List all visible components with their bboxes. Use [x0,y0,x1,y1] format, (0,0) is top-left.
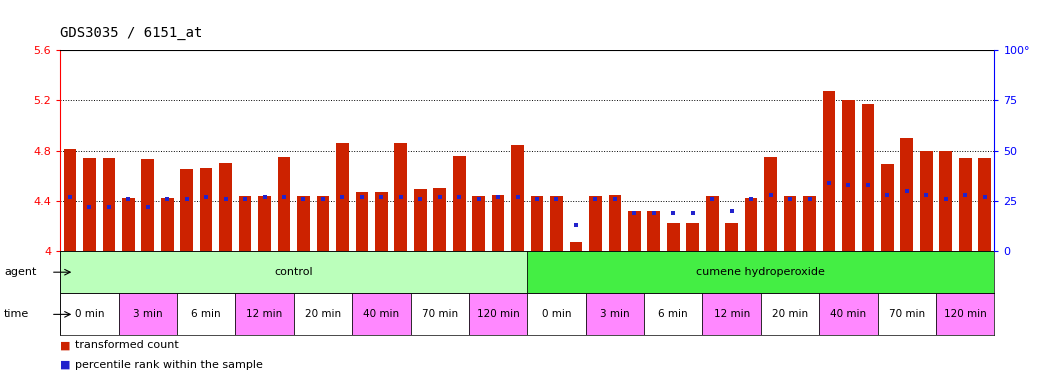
Text: 0 min: 0 min [542,310,571,319]
Bar [527,293,585,336]
Text: 3 min: 3 min [600,310,630,319]
Text: control: control [274,267,313,277]
Bar [703,293,761,336]
Text: 6 min: 6 min [658,310,688,319]
Bar [317,196,329,251]
Text: 3 min: 3 min [133,310,163,319]
Text: time: time [4,310,29,319]
Bar [608,195,621,251]
Bar [258,196,271,251]
Bar [472,196,485,251]
Bar [118,293,176,336]
Bar [60,251,527,293]
Bar [278,157,291,251]
Bar [761,293,819,336]
Bar [585,293,644,336]
Text: 70 min: 70 min [421,310,458,319]
Bar [726,223,738,251]
Bar [176,293,236,336]
Bar [862,104,874,251]
Text: 12 min: 12 min [246,310,282,319]
Bar [877,293,936,336]
Bar [803,196,816,251]
Text: percentile rank within the sample: percentile rank within the sample [75,360,263,370]
Bar [979,158,991,251]
Text: transformed count: transformed count [75,340,179,350]
Bar [122,198,135,251]
Text: agent: agent [4,267,36,277]
Bar [181,169,193,251]
Bar [901,138,913,251]
Bar [936,293,994,336]
Bar [60,293,118,336]
Bar [236,293,294,336]
Text: 0 min: 0 min [75,310,104,319]
Bar [842,100,854,251]
Bar [590,196,602,251]
Bar [63,149,76,251]
Bar [434,188,446,251]
Text: 120 min: 120 min [944,310,986,319]
Text: 40 min: 40 min [363,310,400,319]
Bar [686,223,699,251]
Text: 20 min: 20 min [772,310,809,319]
Bar [352,293,410,336]
Bar [414,189,427,251]
Text: 70 min: 70 min [889,310,925,319]
Bar [161,198,173,251]
Bar [411,293,469,336]
Bar [492,195,504,251]
Text: 40 min: 40 min [830,310,867,319]
Bar [881,164,894,251]
Bar [83,158,95,251]
Bar [141,159,154,251]
Text: ■: ■ [60,340,74,350]
Bar [294,293,352,336]
Text: GDS3035 / 6151_at: GDS3035 / 6151_at [60,26,202,40]
Bar [644,293,703,336]
Bar [103,158,115,251]
Bar [469,293,527,336]
Bar [527,251,994,293]
Bar [764,157,776,251]
Bar [819,293,878,336]
Bar [706,196,718,251]
Bar [239,196,251,251]
Bar [375,192,387,251]
Bar [959,158,972,251]
Bar [745,198,758,251]
Bar [512,146,524,251]
Bar [648,211,660,251]
Bar [784,196,796,251]
Bar [453,156,465,251]
Bar [200,168,213,251]
Bar [336,143,349,251]
Text: 20 min: 20 min [305,310,342,319]
Bar [530,196,543,251]
Text: 12 min: 12 min [713,310,749,319]
Text: cumene hydroperoxide: cumene hydroperoxide [696,267,825,277]
Bar [356,192,368,251]
Bar [823,91,836,251]
Text: 120 min: 120 min [476,310,519,319]
Bar [550,196,563,251]
Bar [570,242,582,251]
Bar [394,143,407,251]
Bar [219,163,231,251]
Bar [939,151,952,251]
Text: ■: ■ [60,360,74,370]
Bar [297,196,309,251]
Bar [920,151,932,251]
Bar [628,211,640,251]
Text: 6 min: 6 min [191,310,221,319]
Bar [667,223,680,251]
